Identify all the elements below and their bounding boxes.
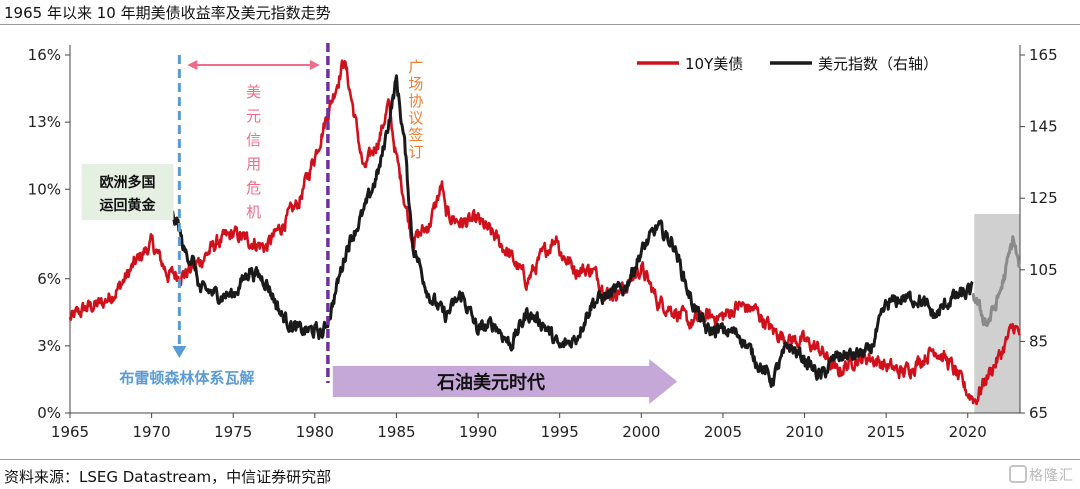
plaza-accord-char: 场 bbox=[408, 75, 423, 93]
watermark: 格隆汇 bbox=[1009, 465, 1074, 485]
y-left-tick-label: 10% bbox=[28, 180, 61, 198]
y-left-tick-label: 13% bbox=[28, 113, 61, 131]
x-tick-label: 1990 bbox=[459, 423, 497, 441]
y-right-tick-label: 125 bbox=[1029, 189, 1058, 207]
credit-crisis-arrow-right bbox=[309, 60, 320, 70]
plaza-accord-char: 议 bbox=[408, 109, 423, 127]
x-tick-label: 1965 bbox=[51, 423, 89, 441]
x-tick-label: 2005 bbox=[704, 423, 742, 441]
x-tick-label: 1980 bbox=[296, 423, 334, 441]
source-divider bbox=[0, 459, 1080, 460]
watermark-logo-icon bbox=[1009, 465, 1027, 483]
y-right-tick-label: 165 bbox=[1029, 46, 1058, 64]
x-tick-label: 1995 bbox=[541, 423, 579, 441]
legend-label-1: 美元指数（右轴） bbox=[818, 55, 938, 73]
credit-crisis-char: 机 bbox=[246, 203, 261, 221]
credit-crisis-char: 信 bbox=[246, 131, 261, 149]
gold-return-box bbox=[81, 164, 174, 220]
bretton-woods-label: 布雷顿森林体系瓦解 bbox=[119, 369, 254, 387]
series-line-0 bbox=[68, 59, 1021, 406]
y-left-tick-label: 3% bbox=[37, 337, 61, 355]
series-line-1 bbox=[166, 74, 974, 388]
credit-crisis-char: 美 bbox=[246, 83, 261, 101]
y-right-tick-label: 145 bbox=[1029, 118, 1058, 136]
plaza-accord-char: 协 bbox=[408, 92, 423, 110]
credit-crisis-char: 危 bbox=[246, 179, 261, 197]
watermark-text: 格隆汇 bbox=[1029, 468, 1074, 484]
title-divider bbox=[0, 24, 1080, 25]
plaza-accord-char: 签 bbox=[408, 126, 423, 144]
yield-dxy-chart: 0% 3% 6% 10% 13% 16% 65 85 105 125 145 165 1965 1970 1… bbox=[28, 43, 1058, 441]
x-tick-label: 2015 bbox=[867, 423, 905, 441]
x-tick-label: 1985 bbox=[377, 423, 415, 441]
credit-crisis-arrow-left bbox=[187, 60, 198, 70]
x-tick-label: 2000 bbox=[622, 423, 660, 441]
y-left-tick-label: 0% bbox=[37, 404, 61, 422]
bretton-woods-arrowhead bbox=[172, 346, 187, 358]
credit-crisis-char: 用 bbox=[246, 155, 261, 173]
series-line-2 bbox=[971, 235, 1021, 327]
x-tick-label: 1975 bbox=[214, 423, 252, 441]
y-right-tick-label: 105 bbox=[1029, 261, 1058, 279]
legend-label-0: 10Y美债 bbox=[685, 55, 743, 73]
y-right-tick-label: 65 bbox=[1029, 404, 1048, 422]
y-left-tick-label: 16% bbox=[28, 46, 61, 64]
plaza-accord-char: 广 bbox=[408, 58, 423, 76]
x-tick-label: 1970 bbox=[133, 423, 171, 441]
petrodollar-label: 石油美元时代 bbox=[436, 372, 545, 394]
credit-crisis-char: 元 bbox=[246, 107, 261, 125]
chart-title: 1965 年以来 10 年期美债收益率及美元指数走势 bbox=[4, 4, 331, 22]
x-tick-label: 2020 bbox=[949, 423, 987, 441]
x-tick-label: 2010 bbox=[785, 423, 823, 441]
source-note: 资料来源：LSEG Datastream，中信证券研究部 bbox=[4, 468, 332, 486]
gold-return-label: 欧洲多国 bbox=[100, 174, 156, 191]
gold-return-label: 运回黄金 bbox=[100, 197, 157, 214]
y-left-tick-label: 6% bbox=[37, 270, 61, 288]
petrodollar-arrow bbox=[332, 359, 678, 404]
plaza-accord-char: 订 bbox=[408, 143, 423, 161]
y-right-tick-label: 85 bbox=[1029, 332, 1048, 350]
